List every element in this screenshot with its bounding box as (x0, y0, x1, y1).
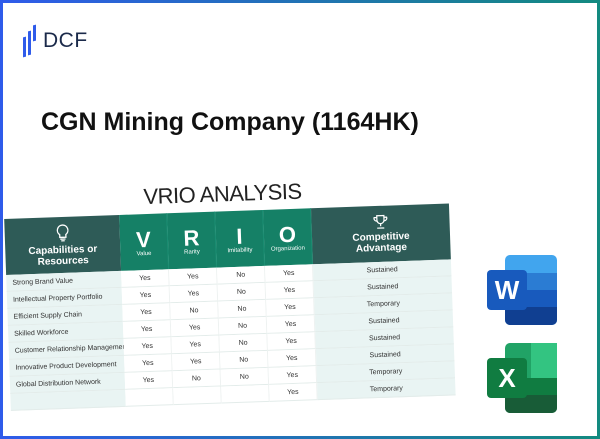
rarity-cell: No (170, 301, 219, 321)
word-icon[interactable]: W (483, 253, 559, 327)
value-cell: Yes (122, 320, 172, 339)
vrio-table: Capabilities or Resources V Value R Rarity… (4, 203, 456, 411)
value-cell: Yes (124, 354, 173, 373)
header-imitability-label: Imitability (227, 246, 253, 254)
value-cell: Yes (122, 303, 171, 322)
logo-bars-icon (23, 23, 37, 59)
header-value-letter: V (135, 226, 152, 252)
rarity-cell: Yes (171, 335, 220, 355)
organization-cell: Yes (266, 298, 315, 317)
table-body: Strong Brand Value Yes Yes No Yes Sustained In… (6, 259, 456, 411)
lightbulb-icon (56, 223, 68, 242)
imitability-cell: No (217, 282, 267, 302)
imitability-cell: No (218, 316, 268, 336)
advantage-cell: Temporary (317, 378, 456, 401)
value-cell: Yes (124, 371, 174, 390)
header-advantage: Competitive Advantage (310, 203, 451, 265)
imitability-cell: No (218, 299, 267, 319)
value-cell (125, 388, 174, 407)
excel-icon[interactable]: X (483, 341, 559, 415)
imitability-cell: No (217, 265, 266, 285)
organization-cell: Yes (266, 315, 316, 334)
header-capabilities-label: Capabilities or Resources (28, 243, 98, 268)
rarity-cell: Yes (169, 284, 219, 304)
header-value: V Value (119, 213, 170, 271)
organization-cell: Yes (265, 281, 315, 300)
rarity-cell: No (172, 369, 222, 389)
organization-cell: Yes (268, 366, 318, 385)
trophy-icon (373, 214, 388, 229)
header-organization: O Organization (263, 208, 313, 266)
header-advantage-label: Competitive Advantage (352, 230, 410, 255)
imitability-cell (221, 384, 270, 404)
imitability-cell: No (220, 367, 270, 387)
organization-cell: Yes (267, 349, 317, 368)
rarity-cell (173, 386, 222, 406)
dcf-logo: DCF (23, 23, 88, 59)
value-cell: Yes (123, 337, 173, 356)
header-rarity: R Rarity (167, 211, 218, 270)
header-imitability: I Imitability (215, 209, 265, 268)
organization-cell: Yes (264, 264, 314, 283)
vrio-heading: VRIO ANALYSIS (143, 178, 302, 210)
word-letter: W (495, 275, 520, 305)
vrio-preview: VRIO ANALYSIS Capabilities or Resources … (3, 169, 461, 415)
organization-cell: Yes (269, 383, 318, 402)
header-capabilities: Capabilities or Resources (4, 214, 122, 275)
imitability-cell: No (219, 350, 269, 370)
excel-letter: X (498, 363, 516, 393)
value-cell: Yes (121, 269, 170, 288)
header-value-label: Value (136, 250, 152, 257)
value-cell: Yes (121, 286, 171, 305)
header-rarity-label: Rarity (184, 248, 200, 256)
capability-cell (10, 389, 126, 411)
header-organization-label: Organization (270, 245, 306, 253)
rarity-cell: Yes (169, 267, 218, 287)
table-header: Capabilities or Resources V Value R Rarity… (4, 203, 451, 275)
header-organization-letter: O (278, 221, 297, 247)
organization-cell: Yes (267, 332, 316, 351)
rarity-cell: Yes (172, 352, 221, 372)
header-imitability-letter: I (235, 223, 243, 249)
rarity-cell: Yes (170, 318, 220, 338)
page-title: CGN Mining Company (1164HK) (41, 108, 419, 136)
header-rarity-letter: R (183, 224, 200, 251)
logo-text: DCF (43, 29, 88, 52)
imitability-cell: No (219, 333, 268, 353)
